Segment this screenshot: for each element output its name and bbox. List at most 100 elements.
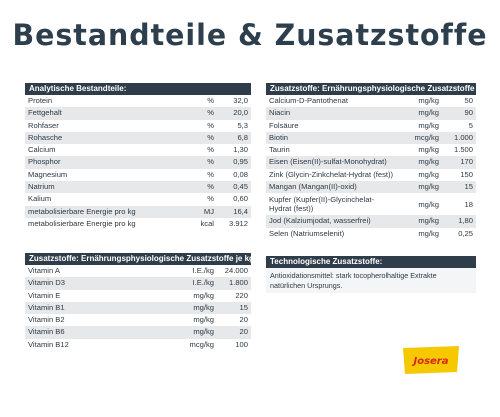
trace-unit: mg/kg — [418, 169, 439, 179]
analytical-unit: % — [207, 120, 214, 130]
trace-row: Folsäure mg/kg 5 — [266, 120, 476, 132]
trace-value: 1,80 — [458, 216, 473, 226]
analytical-name: Rohfaser — [28, 120, 59, 130]
logo-text: Josera — [411, 356, 448, 367]
analytical-value: 5,3 — [237, 120, 248, 130]
vitamin-unit: I.E./kg — [192, 266, 214, 275]
trace-name: Selen (Natriumselenit) — [269, 228, 345, 238]
analytical-unit: % — [207, 132, 214, 142]
analytical-row: Rohasche% 6,8 — [25, 131, 251, 145]
analytical-name: Phosphor — [28, 157, 61, 167]
vitamin-value: 15 — [239, 302, 248, 312]
trace-unit: mg/kg — [418, 96, 439, 105]
analytical-name: Fettgehalt — [28, 108, 62, 118]
trace-unit: mg/kg — [418, 228, 439, 238]
analytical-row: Rohfaser% 5,3 — [25, 120, 251, 132]
vitamin-row: Vitamin B6 mg/kg 20 — [25, 326, 251, 339]
analytical-name: Natrium — [28, 182, 55, 192]
vitamin-name: Vitamin B12 — [28, 339, 69, 349]
trace-value: 1.000 — [453, 132, 473, 142]
vitamin-name: Vitamin B1 — [28, 302, 65, 312]
trace-name: Eisen (Eisen(II)-sulfat-Monohydrat) — [269, 157, 387, 167]
analytical-row: metabolisierbare Energie pro kg kcal 3.912 — [25, 218, 251, 230]
vitamin-additives-table: Zusatzstoffe: Ernährungsphysiologische Z… — [25, 253, 251, 351]
vitamin-unit: mg/kg — [193, 327, 214, 337]
trace-value: 18 — [464, 199, 473, 209]
trace-name: Kupfer (Kupfer(II)-Glycinchelat-Hydrat (… — [269, 194, 375, 214]
trace-row: Biotin mcg/kg 1.000 — [266, 131, 476, 145]
analytical-value: 20,0 — [233, 108, 248, 118]
trace-row: Taurin mg/kg 1.500 — [266, 144, 476, 156]
analytical-header: Analytische Bestandteile: — [25, 83, 251, 95]
trace-value: 50 — [464, 96, 473, 105]
analytical-row: Phosphor% 0,95 — [25, 156, 251, 169]
trace-row: Calcium-D-Pantothenat mg/kg 50 — [266, 95, 476, 107]
analytical-value: 6,8 — [237, 132, 248, 142]
trace-row: Kupfer (Kupfer(II)-Glycinchelat-Hydrat (… — [266, 193, 476, 215]
trace-name: Niacin — [269, 108, 291, 118]
technological-additives-box: Technologische Zusatzstoffe: Antioxidati… — [266, 256, 476, 293]
vitamin-row: Vitamin B2 mg/kg 20 — [25, 314, 251, 326]
analytical-unit: % — [207, 182, 214, 192]
vitamin-value: 20 — [239, 327, 248, 337]
trace-header: Zusatzstoffe: Ernährungsphysiologische Z… — [266, 83, 476, 95]
analytical-row: Calcium% 1,30 — [25, 144, 251, 156]
vitamin-row: Vitamin D3 I.E./kg 1.800 — [25, 277, 251, 290]
analytical-value: 32,0 — [233, 96, 248, 105]
trace-unit: mg/kg — [418, 145, 439, 155]
trace-value: 1.500 — [453, 145, 473, 155]
vitamin-value: 1.800 — [228, 278, 248, 288]
analytical-name: Magnesium — [28, 169, 68, 179]
vitamin-header: Zusatzstoffe: Ernährungsphysiologische Z… — [25, 253, 251, 265]
vitamin-row: Vitamin B12 mcg/kg 100 — [25, 339, 251, 351]
vitamin-unit: mg/kg — [193, 315, 214, 325]
analytical-row: Natrium% 0,45 — [25, 181, 251, 194]
analytical-unit: % — [207, 108, 214, 118]
analytical-unit: % — [207, 157, 214, 167]
analytical-unit: % — [207, 145, 214, 155]
analytical-value: 0,08 — [233, 169, 248, 179]
trace-name: Calcium-D-Pantothenat — [269, 96, 348, 105]
logo-background — [403, 346, 459, 374]
trace-unit: mg/kg — [418, 199, 439, 209]
vitamin-name: Vitamin B6 — [28, 327, 65, 337]
trace-name: Taurin — [269, 145, 290, 155]
trace-value: 0,25 — [458, 228, 473, 238]
vitamin-unit: mcg/kg — [189, 339, 214, 349]
page-title: Bestandteile & Zusatzstoffe — [12, 18, 488, 52]
trace-row: Eisen (Eisen(II)-sulfat-Monohydrat) mg/kg… — [266, 156, 476, 169]
analytical-value: 3.912 — [228, 218, 248, 228]
trace-row: Niacin mg/kg 90 — [266, 107, 476, 120]
analytical-name: Calcium — [28, 145, 56, 155]
trace-elements-table: Zusatzstoffe: Ernährungsphysiologische Z… — [266, 83, 476, 240]
trace-name: Jod (Kalziumjodat, wasserfrei) — [269, 216, 371, 226]
analytical-row: Magnesium% 0,08 — [25, 169, 251, 181]
trace-row: Jod (Kalziumjodat, wasserfrei) mg/kg 1,80 — [266, 215, 476, 228]
analytical-unit: % — [207, 96, 214, 105]
vitamin-name: Vitamin E — [28, 290, 61, 300]
trace-value: 150 — [460, 169, 473, 179]
trace-row: Zink (Glycin-Zinkchelat-Hydrat (fest)) mg… — [266, 169, 476, 181]
trace-name: Folsäure — [269, 120, 299, 130]
analytical-name: metabolisierbare Energie pro kg — [28, 218, 136, 228]
analytical-unit: % — [207, 194, 214, 204]
trace-unit: mg/kg — [418, 216, 439, 226]
vitamin-value: 220 — [235, 290, 248, 300]
trace-name: Zink (Glycin-Zinkchelat-Hydrat (fest)) — [269, 169, 394, 179]
vitamin-row: Vitamin B1 mg/kg 15 — [25, 301, 251, 315]
analytical-unit: kcal — [200, 218, 214, 228]
trace-value: 15 — [464, 182, 473, 192]
trace-value: 170 — [460, 157, 473, 167]
analytical-value: 1,30 — [233, 145, 248, 155]
analytical-row: Protein% 32,0 — [25, 95, 251, 107]
analytical-name: metabolisierbare Energie pro kg — [28, 206, 136, 216]
analytical-unit: % — [207, 169, 214, 179]
analytical-value: 0,60 — [233, 194, 248, 204]
vitamin-unit: mg/kg — [193, 290, 214, 300]
trace-unit: mg/kg — [418, 157, 439, 167]
analytical-value: 0,95 — [233, 157, 248, 167]
analytical-unit: MJ — [203, 206, 214, 216]
vitamin-unit: I.E./kg — [192, 278, 214, 288]
analytical-row: Kalium% 0,60 — [25, 193, 251, 205]
analytical-row: metabolisierbare Energie pro kg MJ 16,4 — [25, 205, 251, 218]
